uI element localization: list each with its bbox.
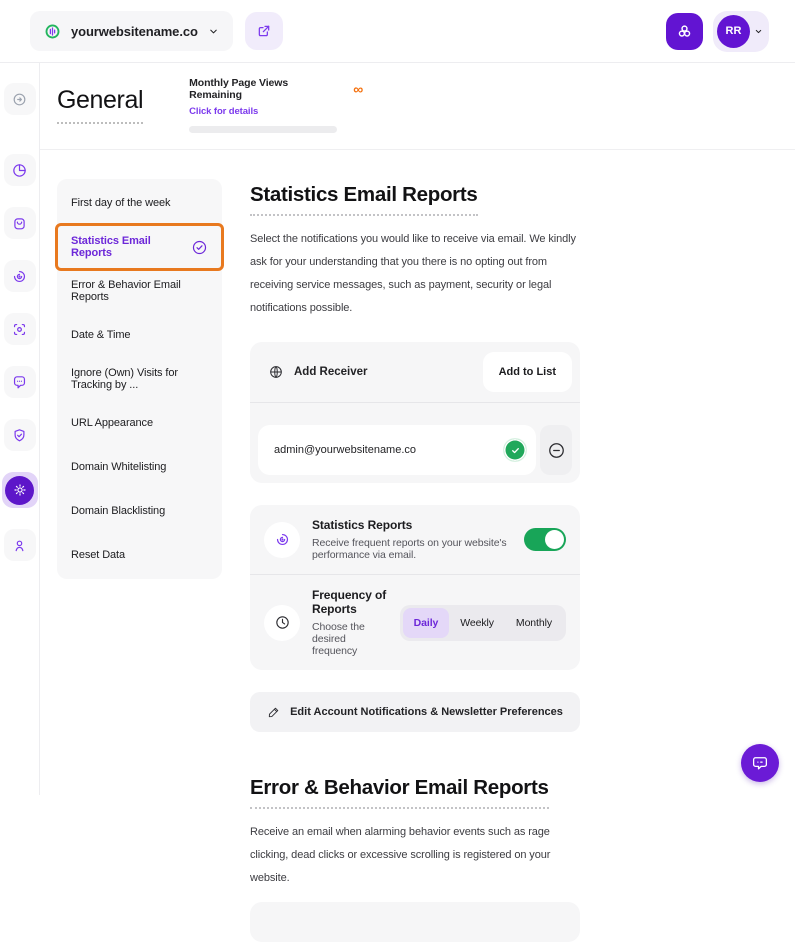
- globe-icon: [268, 364, 284, 380]
- edit-notifications-button[interactable]: Edit Account Notifications & Newsletter …: [250, 692, 580, 732]
- frequency-subtitle: Choose the desired frequency: [312, 621, 365, 657]
- frequency-option-monthly[interactable]: Monthly: [515, 616, 552, 629]
- rail-item-privacy[interactable]: [3, 419, 36, 451]
- section-description: Select the notifications you would like …: [250, 233, 576, 314]
- statistics-reports-toggle[interactable]: [524, 528, 566, 551]
- statistics-reports-icon: [264, 521, 300, 558]
- collapse-sidebar-icon: [11, 91, 28, 108]
- menu-item-domain-blacklisting[interactable]: Domain Blacklisting: [71, 505, 166, 517]
- avatar: RR: [717, 14, 750, 48]
- divider: [250, 402, 580, 403]
- website-selector[interactable]: yourwebsitename.co: [30, 11, 233, 51]
- add-receiver-input[interactable]: [294, 366, 483, 378]
- rail-item-ecommerce[interactable]: [3, 207, 36, 239]
- frequency-segmented-control: Daily Weekly Monthly: [399, 604, 566, 641]
- section-title-statistics: Statistics Email Reports: [250, 183, 478, 216]
- statistics-reports-title: Statistics Reports: [312, 518, 413, 532]
- add-receiver-card: Add to List: [250, 342, 580, 483]
- menu-item-ignore-visits[interactable]: Ignore (Own) Visits for Tracking by ...: [71, 367, 178, 391]
- chevron-down-icon: [208, 26, 219, 37]
- icon-rail: [0, 63, 40, 795]
- shopping-bag-icon: [11, 215, 28, 232]
- external-link-icon: [256, 23, 272, 39]
- receiver-email-field[interactable]: [258, 425, 536, 475]
- minus-circle-icon: [547, 441, 566, 460]
- error-section-description: Receive an email when alarming behavior …: [250, 826, 551, 884]
- dashboard-icon: [11, 162, 28, 179]
- menu-item-url-appearance[interactable]: URL Appearance: [71, 417, 153, 429]
- quota-title: Monthly Page Views Remaining: [189, 77, 289, 101]
- section-title-error-behavior: Error & Behavior Email Reports: [250, 776, 549, 809]
- page-title: General: [57, 86, 144, 124]
- quota-widget: Monthly Page Views Remaining Click for d…: [189, 77, 363, 133]
- menu-item-reset-data[interactable]: Reset Data: [71, 549, 126, 561]
- rail-item-visitors[interactable]: [3, 529, 36, 561]
- rail-item-settings[interactable]: [1, 472, 38, 508]
- radar-icon: [11, 268, 28, 285]
- rail-item-recordings[interactable]: [3, 313, 36, 345]
- chat-bubble-icon: [11, 374, 28, 391]
- remove-receiver-button[interactable]: [540, 425, 572, 475]
- viewfinder-icon: [11, 321, 28, 338]
- settings-menu: First day of the week Statistics Email R…: [55, 179, 224, 579]
- rail-item-sessions[interactable]: [3, 260, 36, 292]
- shield-check-icon: [11, 427, 28, 444]
- add-to-list-button[interactable]: Add to List: [482, 352, 572, 392]
- divider: [250, 574, 580, 575]
- rail-item-feedback[interactable]: [3, 366, 36, 398]
- frequency-option-weekly[interactable]: Weekly: [460, 616, 494, 629]
- gear-icon: [5, 475, 34, 505]
- person-pin-icon: [11, 537, 28, 554]
- menu-item-error-behavior[interactable]: Error & Behavior Email Reports: [71, 279, 181, 303]
- collapse-sidebar-button[interactable]: [3, 83, 36, 115]
- menu-item-statistics-email-reports[interactable]: Statistics Email Reports: [55, 223, 224, 271]
- chevron-down-icon: [754, 27, 763, 36]
- top-bar: yourwebsitename.co RR: [0, 0, 795, 63]
- support-chat-button[interactable]: [741, 744, 779, 782]
- verified-check-icon: [504, 439, 526, 461]
- rail-item-dashboard[interactable]: [3, 154, 36, 186]
- quota-value: ∞: [353, 81, 364, 97]
- frequency-title: Frequency of Reports: [312, 588, 387, 616]
- statistics-reports-subtitle: Receive frequent reports on your website…: [312, 537, 507, 561]
- clock-icon: [264, 604, 300, 641]
- pencil-icon: [267, 705, 281, 719]
- open-website-button[interactable]: [244, 12, 283, 50]
- receiver-email-input[interactable]: [274, 444, 504, 456]
- menu-item-domain-whitelisting[interactable]: Domain Whitelisting: [71, 461, 167, 473]
- apps-button[interactable]: [666, 12, 703, 50]
- website-selector-label: yourwebsitename.co: [71, 23, 198, 39]
- error-settings-card-partial: [250, 902, 580, 942]
- chat-icon: [751, 754, 769, 772]
- menu-item-date-time[interactable]: Date & Time: [71, 329, 131, 341]
- quota-progress-bar: [189, 126, 338, 133]
- menu-item-first-day[interactable]: First day of the week: [71, 197, 171, 209]
- page-header: General Monthly Page Views Remaining Cli…: [40, 63, 795, 150]
- trio-circles-icon: [675, 22, 694, 41]
- account-menu[interactable]: RR: [713, 10, 769, 52]
- quota-details-link[interactable]: Click for details: [189, 106, 259, 117]
- frequency-option-daily[interactable]: Daily: [402, 607, 450, 638]
- site-favicon-icon: [44, 23, 61, 40]
- reports-settings-card: Statistics Reports Receive frequent repo…: [250, 505, 580, 670]
- check-circle-icon: [191, 239, 208, 256]
